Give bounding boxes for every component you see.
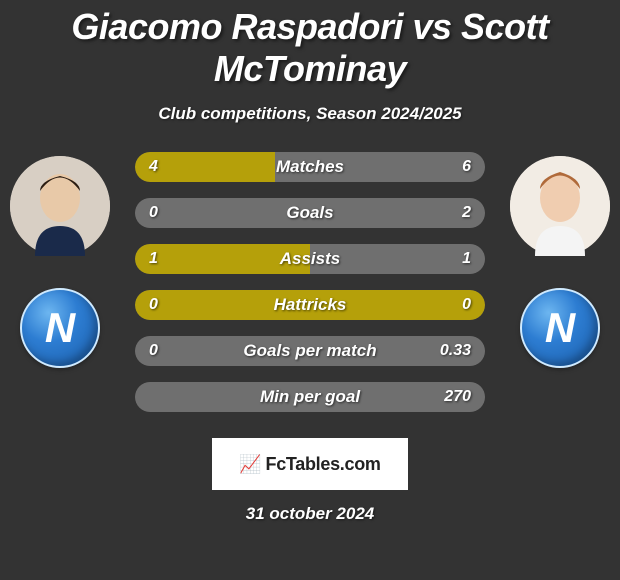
stat-row: Matches4 6 — [135, 152, 485, 182]
stat-bars: Matches46Goals02Assists11Hattricks00Goal… — [135, 152, 485, 428]
stat-value-right: 1 — [448, 244, 485, 274]
stat-value-left — [135, 382, 163, 412]
stat-row: Hattricks0 0 — [135, 290, 485, 320]
player1-club-badge: N — [20, 288, 100, 368]
stat-row: Goals0 2 — [135, 198, 485, 228]
stat-value-right: 6 — [448, 152, 485, 182]
stat-label: Assists — [135, 244, 485, 274]
player2-club-badge: N — [520, 288, 600, 368]
stat-row: Assists1 1 — [135, 244, 485, 274]
stat-value-left: 4 — [135, 152, 172, 182]
brand-logo: 📈 FcTables.com — [212, 438, 408, 490]
stat-value-right: 2 — [448, 198, 485, 228]
stat-value-left: 1 — [135, 244, 172, 274]
chart-icon: 📈 — [239, 454, 261, 475]
stat-value-left: 0 — [135, 198, 172, 228]
subtitle: Club competitions, Season 2024/2025 — [0, 104, 620, 124]
stat-value-left: 0 — [135, 290, 172, 320]
page-title: Giacomo Raspadori vs Scott McTominay — [0, 0, 620, 90]
player1-avatar — [10, 156, 110, 256]
stat-value-right: 0.33 — [426, 336, 485, 366]
stat-label: Hattricks — [135, 290, 485, 320]
stat-value-left: 0 — [135, 336, 172, 366]
brand-text: FcTables.com — [266, 454, 381, 475]
stat-label: Matches — [135, 152, 485, 182]
stats-area: N N Matches46Goals02Assists11Hattricks00… — [0, 152, 620, 432]
stat-label: Goals — [135, 198, 485, 228]
stat-value-right: 0 — [448, 290, 485, 320]
stat-row: Min per goal270 — [135, 382, 485, 412]
player2-avatar — [510, 156, 610, 256]
stat-value-right: 270 — [430, 382, 485, 412]
stat-row: Goals per match00.33 — [135, 336, 485, 366]
footer-date: 31 october 2024 — [0, 504, 620, 524]
